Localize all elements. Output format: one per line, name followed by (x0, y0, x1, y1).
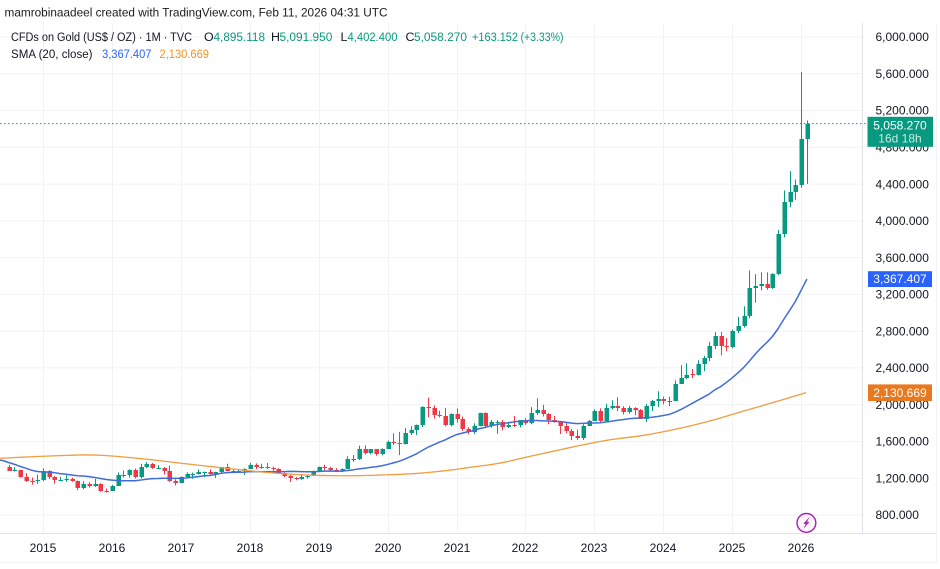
svg-text:H: H (271, 30, 280, 44)
svg-text:4,402.400: 4,402.400 (348, 30, 398, 44)
svg-text:5,091.950: 5,091.950 (280, 30, 333, 44)
svg-text:2,130.669: 2,130.669 (873, 386, 927, 400)
svg-text:4,400.000: 4,400.000 (876, 177, 930, 191)
svg-text:L: L (341, 30, 348, 44)
svg-text:+163.152: +163.152 (472, 30, 518, 44)
svg-text:2,000.000: 2,000.000 (876, 398, 930, 412)
svg-text:mamrobinaadeel created with Tr: mamrobinaadeel created with TradingView.… (5, 6, 388, 20)
svg-text:4,895.118: 4,895.118 (214, 30, 266, 44)
svg-text:C: C (406, 30, 415, 44)
svg-text:6,000.000: 6,000.000 (876, 30, 930, 44)
svg-text:3,367.407: 3,367.407 (102, 47, 152, 61)
svg-text:2022: 2022 (512, 541, 539, 555)
svg-text:2024: 2024 (650, 541, 677, 555)
svg-text:2019: 2019 (306, 541, 333, 555)
svg-text:2025: 2025 (719, 541, 746, 555)
svg-text:5,200.000: 5,200.000 (876, 104, 930, 118)
svg-text:2,130.669: 2,130.669 (160, 47, 210, 61)
svg-text:3,200.000: 3,200.000 (876, 288, 930, 302)
svg-text:2017: 2017 (168, 541, 195, 555)
svg-text:2016: 2016 (99, 541, 126, 555)
svg-text:2015: 2015 (30, 541, 57, 555)
svg-text:4,000.000: 4,000.000 (876, 214, 930, 228)
svg-text:3,600.000: 3,600.000 (876, 251, 930, 265)
svg-text:(+3.33%): (+3.33%) (521, 30, 564, 44)
svg-text:SMA (20, close): SMA (20, close) (11, 47, 93, 61)
svg-text:2,800.000: 2,800.000 (876, 324, 930, 338)
svg-text:5,600.000: 5,600.000 (876, 67, 930, 81)
svg-text:2020: 2020 (375, 541, 402, 555)
svg-text:3,367.407: 3,367.407 (873, 272, 927, 286)
svg-text:800.000: 800.000 (876, 508, 920, 522)
svg-text:2,400.000: 2,400.000 (876, 361, 930, 375)
svg-text:1,600.000: 1,600.000 (876, 435, 930, 449)
svg-text:5,058.270: 5,058.270 (414, 30, 467, 44)
svg-text:2026: 2026 (788, 541, 815, 555)
svg-text:2023: 2023 (581, 541, 608, 555)
svg-text:16d 18h: 16d 18h (878, 132, 921, 146)
svg-text:CFDs on Gold (US$ / OZ) · 1M ·: CFDs on Gold (US$ / OZ) · 1M · TVC (11, 30, 192, 44)
svg-text:5,058.270: 5,058.270 (873, 119, 927, 133)
svg-text:2018: 2018 (237, 541, 264, 555)
svg-text:2021: 2021 (444, 541, 471, 555)
svg-text:1,200.000: 1,200.000 (876, 471, 930, 485)
svg-text:O: O (204, 30, 214, 44)
